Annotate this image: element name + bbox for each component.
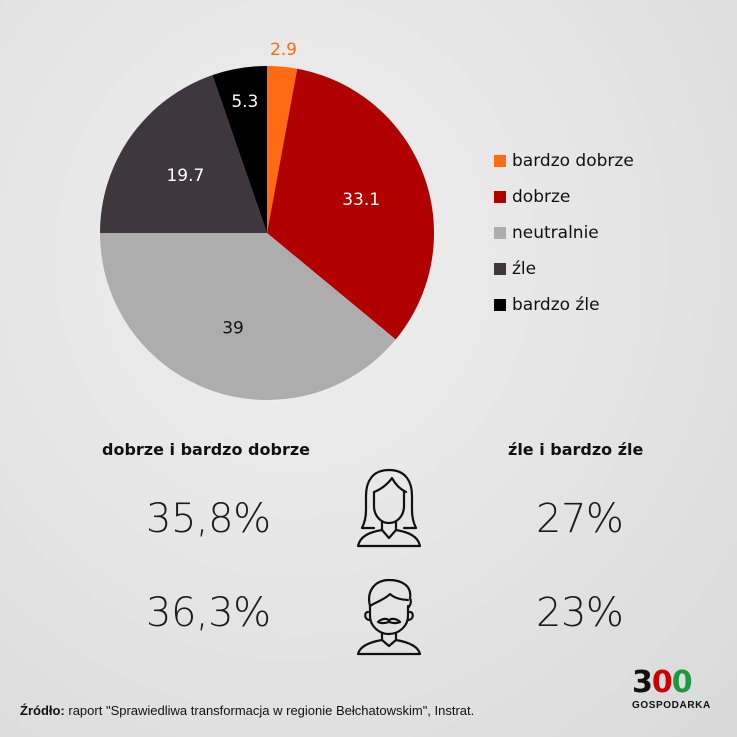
legend-swatch bbox=[494, 299, 506, 311]
pie-slice-1 bbox=[267, 68, 435, 340]
legend-item-1: dobrze bbox=[494, 179, 634, 215]
men-negative-value: 23% bbox=[536, 590, 624, 636]
legend-swatch bbox=[494, 227, 506, 239]
slice-label-2: 39 bbox=[222, 318, 244, 338]
legend-label: bardzo dobrze bbox=[512, 151, 634, 171]
slice-label-3: 19.7 bbox=[166, 166, 204, 186]
men-positive-value: 36,3% bbox=[146, 590, 271, 636]
source-text: raport "Sprawiedliwa transformacja w reg… bbox=[64, 703, 475, 718]
man-icon bbox=[356, 578, 422, 656]
legend-label: źle bbox=[512, 259, 537, 279]
legend-swatch bbox=[494, 263, 506, 275]
woman-icon bbox=[356, 468, 422, 548]
legend-item-2: neutralnie bbox=[494, 215, 634, 251]
logo-digit: 0 bbox=[651, 665, 673, 700]
women-positive-value: 35,8% bbox=[146, 496, 271, 542]
slice-label-4: 5.3 bbox=[231, 92, 258, 112]
left-column-title: dobrze i bardzo dobrze bbox=[102, 440, 310, 459]
legend-label: bardzo źle bbox=[512, 295, 600, 315]
legend-label: neutralnie bbox=[512, 223, 599, 243]
slice-label-1: 33.1 bbox=[342, 190, 380, 210]
pie-slice-4 bbox=[212, 66, 267, 233]
legend: bardzo dobrze dobrze neutralnie źle bardzo ź… bbox=[494, 143, 634, 323]
legend-item-0: bardzo dobrze bbox=[494, 143, 634, 179]
logo-word: GOSPODARKA bbox=[632, 700, 711, 711]
pie-slice-3 bbox=[100, 75, 267, 233]
legend-item-3: źle bbox=[494, 251, 634, 287]
legend-swatch bbox=[494, 191, 506, 203]
pie-slice-2 bbox=[100, 233, 396, 401]
pie-chart: 2.9 33.1 39 19.7 5.3 bbox=[100, 40, 435, 401]
logo-digit: 0 bbox=[671, 665, 693, 700]
women-negative-value: 27% bbox=[536, 496, 624, 542]
legend-swatch bbox=[494, 155, 506, 167]
source-note: Źródło: raport "Sprawiedliwa transformac… bbox=[20, 703, 474, 718]
legend-label: dobrze bbox=[512, 187, 571, 207]
legend-item-4: bardzo źle bbox=[494, 287, 634, 323]
slice-label-0: 2.9 bbox=[270, 40, 297, 60]
source-label: Źródło: bbox=[20, 703, 65, 718]
pie-slice-0 bbox=[267, 66, 298, 233]
right-column-title: źle i bardzo źle bbox=[508, 440, 644, 459]
logo-digit: 3 bbox=[632, 665, 653, 700]
